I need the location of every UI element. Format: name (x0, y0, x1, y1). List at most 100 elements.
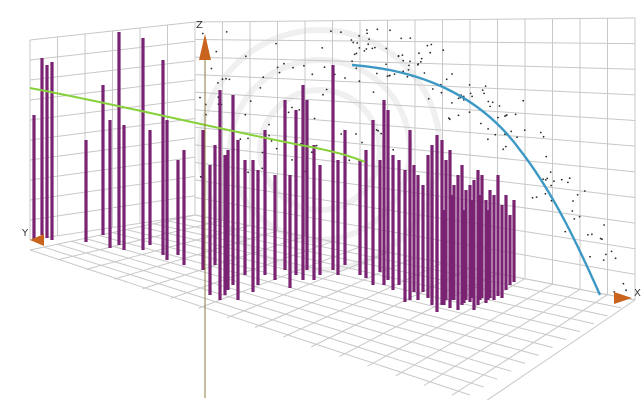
scatter-point (352, 41, 355, 44)
scatter-point (491, 101, 494, 104)
scatter-point (514, 113, 517, 116)
floor-grid-line (84, 237, 526, 364)
floor-grid-line (451, 294, 608, 396)
z-axis-label: Z (196, 20, 203, 31)
scatter-point (322, 93, 324, 96)
scatter-point (516, 136, 518, 139)
scatter-point (375, 129, 378, 131)
scatter-point (504, 145, 507, 148)
scatter-point (201, 32, 204, 35)
scatter-point (363, 50, 366, 52)
scatter-point (522, 99, 525, 102)
floor-grid-line (126, 229, 567, 341)
back-wall-grid-hline (194, 39, 636, 45)
scatter-point (487, 100, 490, 103)
scatter-point (259, 87, 262, 89)
scatter-point (389, 74, 391, 77)
scatter-point (544, 179, 547, 181)
scatter-point (247, 137, 249, 140)
scatter-point (298, 109, 301, 111)
scatter-point (361, 141, 363, 144)
scatter-point (409, 60, 411, 63)
scatter-point (510, 130, 513, 133)
curve-series (29, 63, 602, 296)
floor-grid-line (181, 217, 622, 309)
scatter-point (348, 159, 351, 162)
scatter-point (217, 82, 219, 84)
scatter-point (487, 127, 489, 130)
scatter-point (358, 35, 360, 37)
scatter-point (291, 106, 293, 109)
scatter-point (350, 39, 353, 41)
scatter-point (247, 171, 250, 174)
scatter-point (199, 96, 201, 99)
scatter-point (487, 138, 489, 141)
y-axis-label: Y (21, 228, 29, 239)
scatter-point (407, 69, 410, 71)
scatter-point (400, 37, 403, 40)
scatter-point (262, 76, 265, 79)
scatter-point (545, 155, 548, 158)
scatter-point (275, 147, 278, 150)
scatter-point (310, 151, 313, 154)
scatter-point (210, 67, 213, 70)
scatter-point (367, 43, 370, 45)
bar-series (32, 32, 516, 312)
scatter-point (268, 123, 270, 126)
scatter-point (244, 55, 247, 58)
scatter-point (614, 257, 617, 260)
scatter-point (225, 77, 227, 80)
scatter-point (376, 28, 379, 31)
scatter-points (199, 28, 627, 293)
scatter-point (344, 77, 346, 79)
scatter-point (268, 134, 270, 137)
scatter-point (385, 47, 388, 50)
scatter-point (355, 133, 357, 135)
scatter-point (356, 42, 359, 44)
scatter-point (270, 140, 273, 142)
scatter-point (542, 135, 545, 138)
floor-grid-line (395, 283, 553, 377)
scatter-point (542, 178, 545, 181)
scatter-point (215, 50, 218, 53)
scatter-point (483, 92, 485, 95)
scatter-point (386, 75, 389, 77)
scatter-point (355, 52, 358, 55)
scatter-point (427, 97, 430, 100)
scatter-point (451, 102, 453, 104)
scatter-point (423, 72, 426, 74)
scatter-point (392, 148, 395, 151)
scatter-point (276, 66, 279, 69)
scatter-point (291, 159, 293, 161)
scatter-point (402, 59, 405, 62)
scatter-point (330, 30, 332, 33)
scatter-point (374, 46, 376, 49)
scatter-point (397, 55, 400, 58)
scatter-point (505, 114, 508, 116)
scatter-point (340, 133, 343, 135)
scatter-point (572, 200, 574, 202)
scatter-point (573, 218, 576, 220)
scatter-point (531, 196, 534, 199)
scatter-point (377, 129, 379, 132)
scatter-point (457, 97, 460, 100)
scatter-point (431, 88, 434, 90)
scatter-point (622, 282, 625, 285)
scatter-point (353, 53, 356, 56)
back-wall-grid-hline (194, 56, 636, 70)
scatter-point (287, 111, 290, 114)
scatter-point (567, 181, 569, 184)
scatter-point (358, 80, 361, 83)
back-wall-grid-hline (194, 109, 636, 147)
scatter-point (468, 84, 471, 86)
scatter-point (480, 122, 482, 125)
floor-grid-line (29, 249, 471, 396)
scatter-point (351, 60, 353, 63)
scatter-point (550, 184, 552, 187)
scatter-point (489, 105, 491, 108)
floor-grid-line (98, 234, 539, 356)
left-wall-grid-hline (29, 60, 196, 81)
back-wall-grid-hline (194, 91, 636, 122)
scatter-point (469, 92, 472, 95)
scatter-point (602, 259, 605, 261)
